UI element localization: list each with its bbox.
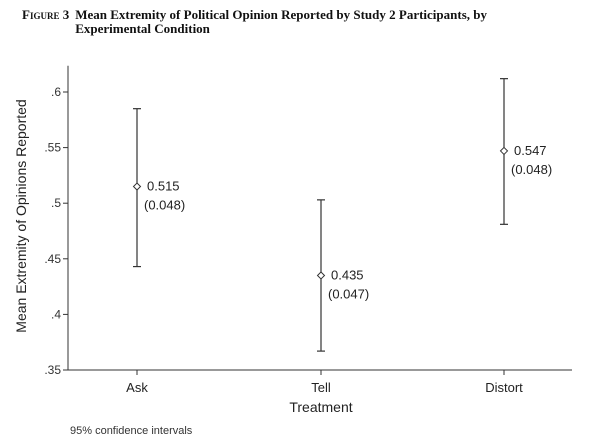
mean-point bbox=[316, 271, 326, 280]
se-label: (0.048) bbox=[144, 198, 185, 213]
y-axis-title: Mean Extremity of Opinions Reported bbox=[13, 99, 29, 332]
x-tick-label: Distort bbox=[485, 380, 523, 395]
y-tick-label: .4 bbox=[51, 307, 61, 321]
figure-caption: Figure 3 Mean Extremity of Political Opin… bbox=[22, 8, 592, 36]
y-tick-label: .5 bbox=[51, 196, 61, 210]
figure-title: Mean Extremity of Political Opinion Repo… bbox=[75, 7, 487, 36]
mean-point bbox=[132, 182, 142, 191]
x-tick-label: Tell bbox=[311, 380, 331, 395]
se-label: (0.047) bbox=[328, 286, 369, 301]
x-axis-title: Treatment bbox=[289, 399, 352, 415]
mean-label: 0.515 bbox=[147, 179, 180, 194]
mean-point bbox=[499, 146, 509, 156]
chart-note: 95% confidence intervals bbox=[70, 425, 193, 437]
se-label: (0.048) bbox=[511, 162, 552, 177]
mean-label: 0.547 bbox=[514, 143, 547, 158]
chart-axes: .35 .4 .45 .5 .55 .6 Ask Tell Distort bbox=[44, 65, 572, 395]
mean-label: 0.435 bbox=[331, 267, 364, 282]
figure-label: Figure 3 bbox=[22, 7, 70, 22]
y-tick-label: .35 bbox=[44, 363, 61, 377]
x-tick-label: Ask bbox=[126, 380, 148, 395]
y-tick-label: .45 bbox=[44, 252, 61, 266]
chart-marks: 0.515 (0.048) 0.435 (0.047) 0.547 (0.048) bbox=[132, 78, 552, 352]
y-tick-label: .55 bbox=[44, 141, 61, 155]
y-tick-label: .6 bbox=[51, 85, 61, 99]
